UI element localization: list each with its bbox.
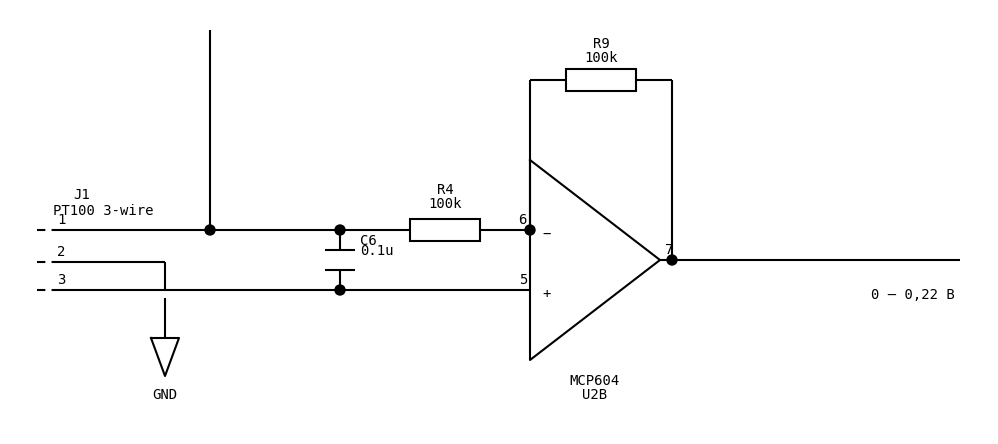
Text: C6: C6 xyxy=(360,234,377,248)
Text: 100k: 100k xyxy=(584,51,618,65)
Circle shape xyxy=(335,285,345,295)
Text: 0 – 0,22 В: 0 – 0,22 В xyxy=(871,288,955,302)
Text: R9: R9 xyxy=(593,37,610,51)
Circle shape xyxy=(525,225,535,235)
Text: R4: R4 xyxy=(436,183,453,197)
Bar xyxy=(410,219,480,241)
Text: +: + xyxy=(542,287,550,301)
Text: −: − xyxy=(542,227,550,241)
Text: 1: 1 xyxy=(57,213,66,227)
Text: 0.1u: 0.1u xyxy=(360,244,393,258)
Circle shape xyxy=(335,225,345,235)
Text: J1: J1 xyxy=(73,188,90,202)
Text: 2: 2 xyxy=(57,245,66,259)
Circle shape xyxy=(205,225,215,235)
Text: GND: GND xyxy=(153,388,178,402)
Text: 100k: 100k xyxy=(428,197,462,211)
Text: 5: 5 xyxy=(519,273,527,287)
Text: U2B: U2B xyxy=(583,388,608,402)
Text: 7: 7 xyxy=(665,243,674,257)
Circle shape xyxy=(667,255,677,265)
Text: MCP604: MCP604 xyxy=(570,374,620,388)
Text: 6: 6 xyxy=(519,213,527,227)
Text: 3: 3 xyxy=(57,273,66,287)
Bar xyxy=(566,69,636,91)
Text: PT100 3-wire: PT100 3-wire xyxy=(53,204,154,218)
